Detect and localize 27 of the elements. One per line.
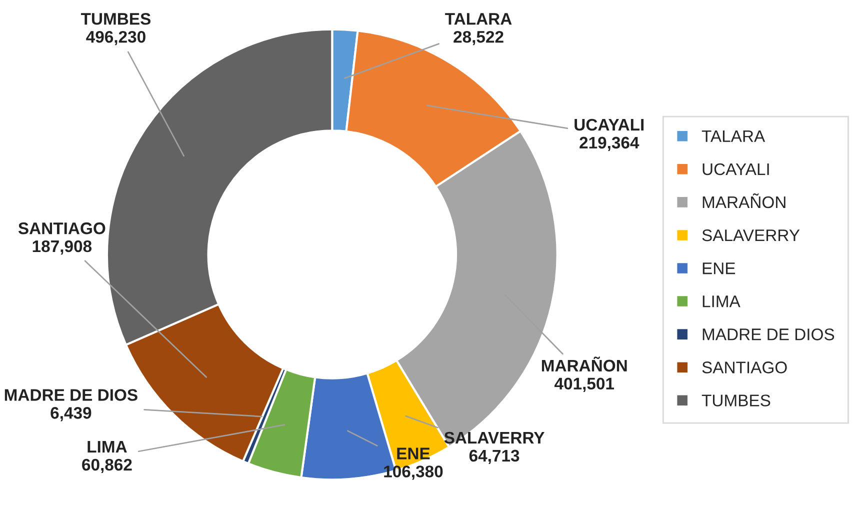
legend-label: TALARA — [702, 130, 766, 142]
data-label: 106,380 — [384, 466, 443, 480]
legend-label: LIMA — [702, 296, 740, 308]
slice-label: TUMBES — [80, 13, 151, 25]
slice-label: TALARA — [445, 13, 512, 25]
slice-label: ENE — [397, 448, 430, 460]
legend-label: ENE — [702, 262, 736, 274]
data-label: 28,522 — [454, 30, 504, 46]
legend-label: MADRE DE DIOS — [702, 328, 834, 340]
data-label: 187,908 — [32, 240, 92, 255]
slice-label: SANTIAGO — [18, 222, 106, 234]
data-label: 496,230 — [86, 30, 146, 46]
slice-label: SALAVERRY — [444, 432, 544, 444]
data-label: 219,364 — [580, 136, 640, 152]
data-label: 64,713 — [469, 450, 520, 464]
legend-label: SALAVERRY — [702, 229, 800, 242]
data-label: 401,501 — [554, 378, 614, 392]
slice-label: LIMA — [88, 441, 127, 452]
data-label: 60,862 — [82, 458, 132, 474]
legend-label: MARAÑON — [702, 193, 786, 208]
legend-label: TUMBES — [702, 394, 770, 406]
legend-label: SANTIAGO — [702, 362, 787, 374]
slice-label: MADRE DE DIOS — [4, 389, 138, 401]
slice-label: MARAÑON — [542, 356, 627, 372]
legend-label: UCAYALI — [702, 163, 769, 176]
slice-label: UCAYALI — [574, 118, 644, 131]
data-label: 6,439 — [50, 407, 92, 422]
